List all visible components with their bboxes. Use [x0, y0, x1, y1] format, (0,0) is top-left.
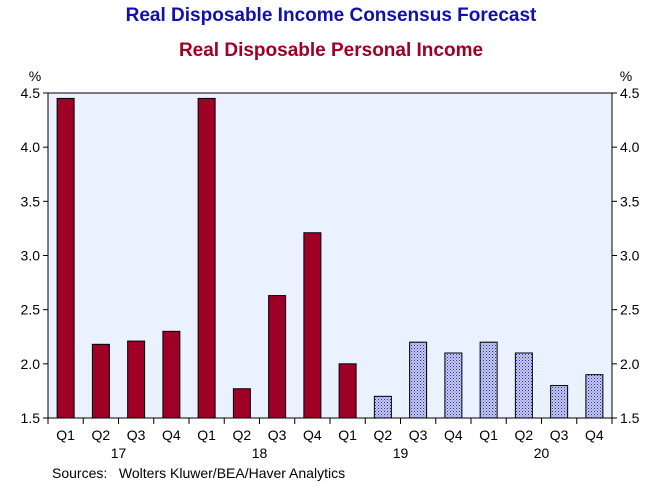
actual-bar — [338, 363, 357, 419]
forecast-bar — [373, 395, 392, 419]
y-tick-label-left: 3.5 — [21, 193, 41, 209]
actual-bar — [197, 97, 216, 419]
x-tick-label: Q2 — [515, 427, 534, 443]
y-tick-label-left: 3.0 — [21, 248, 41, 264]
y-tick-label-right: 4.5 — [620, 85, 640, 101]
x-year-label: 20 — [534, 445, 550, 461]
forecast-bar — [550, 385, 569, 419]
x-tick-label: Q3 — [127, 427, 146, 443]
x-tick-label: Q4 — [303, 427, 322, 443]
actual-bar — [162, 330, 181, 419]
y-tick-label-right: 2.5 — [620, 302, 640, 318]
x-tick-label: Q4 — [585, 427, 604, 443]
y-tick-label-left: 4.0 — [21, 139, 41, 155]
x-year-label: 17 — [111, 445, 127, 461]
x-tick-label: Q4 — [162, 427, 181, 443]
x-tick-label: Q2 — [233, 427, 252, 443]
forecast-bar — [514, 352, 533, 419]
forecast-bar — [585, 374, 604, 419]
y-tick-label-left: 1.5 — [21, 410, 41, 426]
x-tick-label: Q2 — [92, 427, 111, 443]
y-tick-label-right: 3.5 — [620, 193, 640, 209]
actual-bar — [303, 232, 322, 419]
chart-title: Real Disposable Income Consensus Forecas… — [125, 5, 537, 26]
actual-bar — [56, 97, 75, 419]
y-tick-label-right: 4.0 — [620, 139, 640, 155]
source-text: Wolters Kluwer/BEA/Haver Analytics — [118, 465, 346, 481]
y-axis-label-left: % — [29, 68, 41, 84]
x-tick-label: Q1 — [338, 427, 357, 443]
actual-bar — [232, 388, 251, 419]
x-tick-label: Q3 — [409, 427, 428, 443]
x-tick-label: Q1 — [197, 427, 216, 443]
actual-bar — [127, 340, 146, 419]
forecast-bar — [409, 341, 428, 419]
x-year-label: 19 — [393, 445, 409, 461]
y-tick-label-left: 2.0 — [21, 356, 41, 372]
actual-bar — [91, 343, 110, 419]
actual-bar — [268, 295, 287, 419]
x-year-label: 18 — [252, 445, 268, 461]
y-tick-label-right: 1.5 — [620, 410, 640, 426]
source-note: Sources: Wolters Kluwer/BEA/Haver Analyt… — [52, 465, 345, 481]
x-tick-label: Q1 — [56, 427, 75, 443]
source-label: Sources: — [52, 465, 108, 481]
y-tick-label-right: 3.0 — [620, 248, 640, 264]
y-axis-label-right: % — [620, 68, 632, 84]
x-tick-label: Q1 — [479, 427, 498, 443]
y-tick-label-left: 4.5 — [21, 85, 41, 101]
forecast-bar — [444, 352, 463, 419]
x-tick-label: Q2 — [374, 427, 393, 443]
x-tick-label: Q4 — [444, 427, 463, 443]
chart-subtitle: Real Disposable Personal Income — [178, 40, 484, 61]
y-tick-label-right: 2.0 — [620, 356, 640, 372]
forecast-bar — [479, 341, 498, 419]
x-tick-label: Q3 — [268, 427, 287, 443]
y-tick-label-left: 2.5 — [21, 302, 41, 318]
x-tick-label: Q3 — [550, 427, 569, 443]
